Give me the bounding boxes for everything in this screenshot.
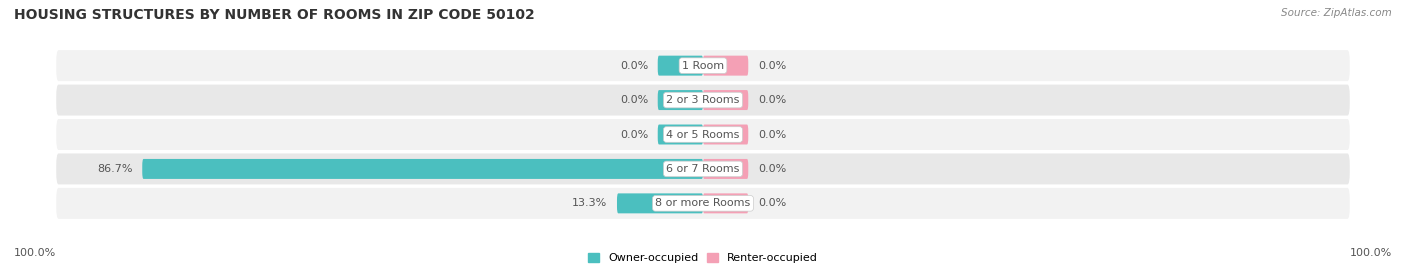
Text: 86.7%: 86.7% bbox=[97, 164, 132, 174]
FancyBboxPatch shape bbox=[703, 159, 748, 179]
Text: 8 or more Rooms: 8 or more Rooms bbox=[655, 198, 751, 208]
Text: 2 or 3 Rooms: 2 or 3 Rooms bbox=[666, 95, 740, 105]
FancyBboxPatch shape bbox=[703, 193, 748, 213]
FancyBboxPatch shape bbox=[703, 90, 748, 110]
Text: Source: ZipAtlas.com: Source: ZipAtlas.com bbox=[1281, 8, 1392, 18]
Text: 13.3%: 13.3% bbox=[572, 198, 607, 208]
FancyBboxPatch shape bbox=[658, 56, 703, 76]
FancyBboxPatch shape bbox=[56, 50, 1350, 81]
FancyBboxPatch shape bbox=[658, 125, 703, 144]
FancyBboxPatch shape bbox=[617, 193, 703, 213]
FancyBboxPatch shape bbox=[658, 90, 703, 110]
Text: 100.0%: 100.0% bbox=[14, 248, 56, 258]
FancyBboxPatch shape bbox=[56, 188, 1350, 219]
Legend: Owner-occupied, Renter-occupied: Owner-occupied, Renter-occupied bbox=[588, 253, 818, 263]
Text: HOUSING STRUCTURES BY NUMBER OF ROOMS IN ZIP CODE 50102: HOUSING STRUCTURES BY NUMBER OF ROOMS IN… bbox=[14, 8, 534, 22]
Text: 0.0%: 0.0% bbox=[620, 61, 648, 71]
Text: 0.0%: 0.0% bbox=[620, 129, 648, 140]
Text: 0.0%: 0.0% bbox=[758, 129, 786, 140]
Text: 6 or 7 Rooms: 6 or 7 Rooms bbox=[666, 164, 740, 174]
FancyBboxPatch shape bbox=[56, 119, 1350, 150]
Text: 1 Room: 1 Room bbox=[682, 61, 724, 71]
Text: 0.0%: 0.0% bbox=[758, 95, 786, 105]
Text: 0.0%: 0.0% bbox=[758, 61, 786, 71]
FancyBboxPatch shape bbox=[142, 159, 703, 179]
FancyBboxPatch shape bbox=[56, 153, 1350, 185]
Text: 0.0%: 0.0% bbox=[758, 198, 786, 208]
Text: 4 or 5 Rooms: 4 or 5 Rooms bbox=[666, 129, 740, 140]
FancyBboxPatch shape bbox=[56, 84, 1350, 116]
Text: 0.0%: 0.0% bbox=[758, 164, 786, 174]
Text: 100.0%: 100.0% bbox=[1350, 248, 1392, 258]
FancyBboxPatch shape bbox=[703, 56, 748, 76]
Text: 0.0%: 0.0% bbox=[620, 95, 648, 105]
FancyBboxPatch shape bbox=[703, 125, 748, 144]
